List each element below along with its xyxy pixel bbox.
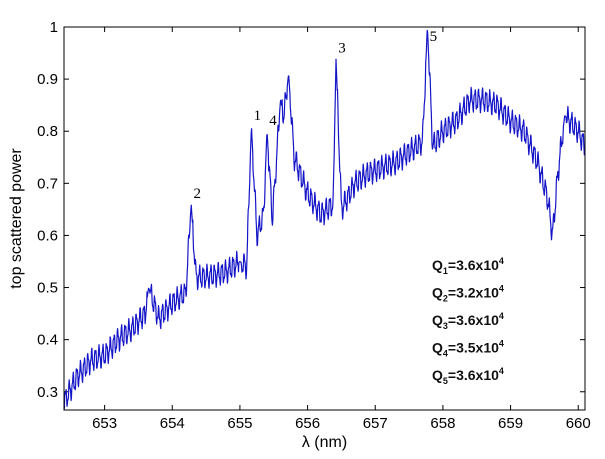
x-tick-label: 654 <box>160 415 185 432</box>
peak-label-2: 2 <box>193 186 201 202</box>
x-tick-label: 655 <box>227 415 252 432</box>
x-axis-ticks: 653 654 655 656 657 658 659 660 <box>92 27 591 432</box>
y-tick-label: 0.5 <box>37 280 58 297</box>
q-factor-annotations: Q1=3.6x104 Q2=3.2x104 Q3=3.6x104 Q4=3.5x104… <box>432 256 504 386</box>
x-tick-label: 656 <box>295 415 320 432</box>
peak-label-3: 3 <box>338 40 346 56</box>
peak-label-4: 4 <box>269 113 277 129</box>
y-tick-label: 1 <box>50 19 58 36</box>
y-tick-label: 0.3 <box>37 384 58 401</box>
x-tick-label: 660 <box>566 415 591 432</box>
y-axis-ticks: 0.3 0.4 0.5 0.6 0.7 0.8 0.9 1 <box>37 19 585 401</box>
y-tick-label: 0.9 <box>37 71 58 88</box>
x-axis-title: λ (nm) <box>302 434 347 451</box>
plot-frame <box>63 26 586 411</box>
y-axis-title: top scattered power <box>8 148 25 289</box>
q-factor-label: Q1=3.6x104 <box>432 256 504 276</box>
peak-label-5: 5 <box>430 29 438 45</box>
x-tick-label: 653 <box>92 415 117 432</box>
peak-labels: 1 2 3 4 5 <box>193 29 437 202</box>
q-factor-label: Q5=3.6x104 <box>432 366 504 386</box>
x-tick-label: 658 <box>430 415 455 432</box>
peak-label-1: 1 <box>254 108 262 124</box>
y-tick-label: 0.7 <box>37 175 58 192</box>
y-tick-label: 0.6 <box>37 227 58 244</box>
q-factor-label: Q2=3.2x104 <box>432 284 504 304</box>
q-factor-label: Q3=3.6x104 <box>432 311 504 331</box>
y-tick-label: 0.8 <box>37 123 58 140</box>
q-factor-label: Q4=3.5x104 <box>432 339 504 359</box>
y-tick-label: 0.4 <box>37 332 58 349</box>
x-tick-label: 657 <box>363 415 388 432</box>
x-tick-label: 659 <box>498 415 523 432</box>
series-line <box>63 29 586 411</box>
